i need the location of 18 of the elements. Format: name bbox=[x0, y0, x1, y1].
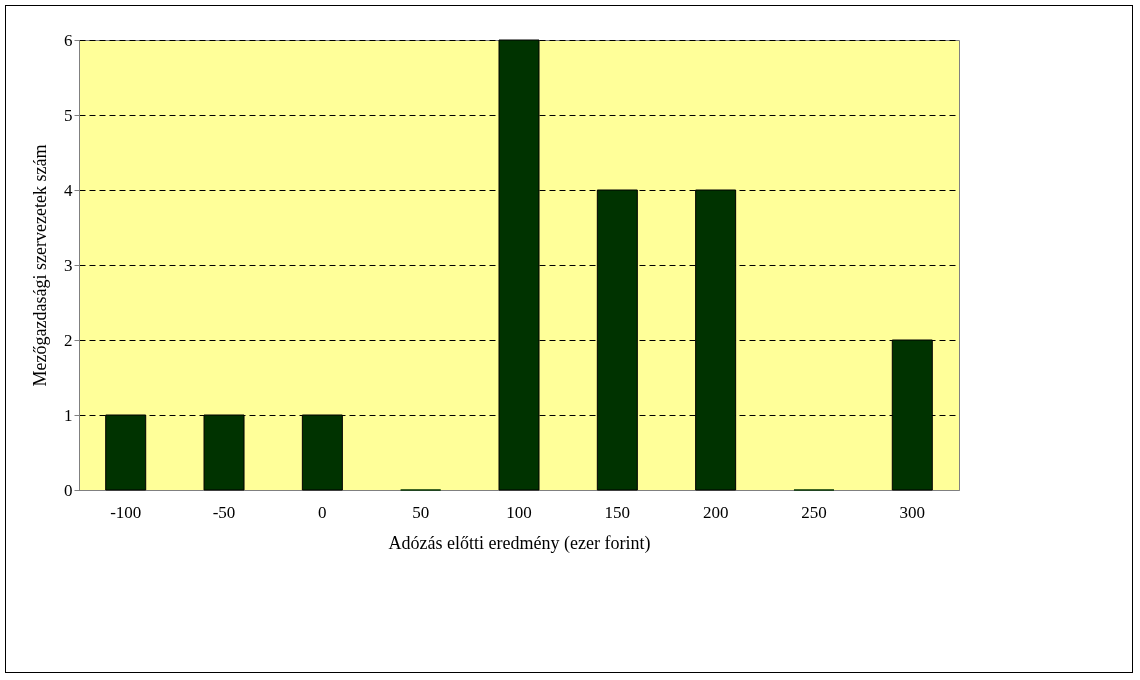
y-tick-label: 1 bbox=[64, 405, 73, 425]
x-tick-label: 50 bbox=[412, 502, 430, 522]
x-tick-label: -100 bbox=[110, 502, 142, 522]
x-tick-label: -50 bbox=[212, 502, 236, 522]
x-tick-label: 300 bbox=[899, 502, 926, 522]
x-tick-label: 100 bbox=[506, 502, 532, 522]
y-tick-label: 5 bbox=[64, 105, 73, 125]
y-axis-title: Mezőgazdasági szervezetek szám bbox=[30, 144, 50, 387]
x-tick-label: 0 bbox=[318, 502, 327, 522]
x-tick-label: 250 bbox=[801, 502, 827, 522]
y-tick-label: 4 bbox=[64, 180, 73, 200]
y-tick-label: 6 bbox=[64, 30, 73, 50]
x-tick-label: 150 bbox=[604, 502, 631, 522]
y-tick-label: 0 bbox=[64, 480, 73, 500]
x-axis-title: Adózás előtti eredmény (ezer forint) bbox=[388, 532, 651, 554]
x-tick-label: 200 bbox=[702, 502, 729, 522]
y-tick-label: 2 bbox=[64, 330, 73, 350]
y-tick-label: 3 bbox=[64, 255, 73, 275]
